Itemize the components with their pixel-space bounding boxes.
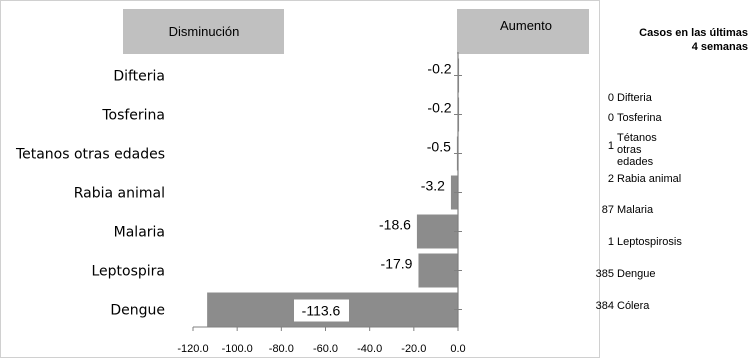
case-count: 385 — [595, 268, 614, 280]
case-count: 1 — [607, 236, 614, 248]
value-label: -0.5 — [427, 139, 451, 155]
case-disease-name: Rabia animal — [617, 173, 682, 185]
x-tick-label: -100.0 — [222, 343, 253, 355]
value-label: -3.2 — [421, 178, 445, 194]
category-label: Dengue — [110, 303, 165, 319]
case-disease-name: Leptospirosis — [617, 236, 682, 248]
value-label: -113.6 — [302, 303, 341, 319]
case-count: 1 — [607, 140, 614, 152]
case-count: 2 — [607, 173, 614, 185]
category-label: Malaria — [114, 225, 165, 241]
case-row: 0 Tosferina — [600, 112, 749, 142]
case-disease-name: Tosferina — [617, 112, 662, 124]
x-tick-label: -80.0 — [269, 343, 294, 355]
case-disease-name: Dengue — [617, 268, 656, 280]
x-tick-label: -60.0 — [313, 343, 338, 355]
cases-panel: Casos en las últimas 4 semanas 0 Difteria… — [596, 0, 749, 358]
x-tick-label: -20.0 — [401, 343, 426, 355]
case-row: 385 Dengue — [596, 268, 749, 298]
case-count: 0 — [607, 112, 614, 124]
case-disease-name: Malaria — [617, 204, 654, 216]
x-tick-label: -40.0 — [357, 343, 382, 355]
case-count: 0 — [607, 92, 614, 104]
category-label: Difteria — [113, 69, 165, 85]
case-disease-name: Tétanos otras edades — [617, 132, 657, 168]
case-count: 384 — [595, 300, 614, 312]
increase-header-label: Aumento — [500, 18, 552, 33]
bar — [416, 214, 458, 249]
x-tick-label: 0.0 — [450, 343, 465, 355]
case-row: 384 Cólera — [596, 300, 749, 330]
category-label: Leptospira — [91, 264, 165, 280]
value-label-box — [294, 299, 349, 322]
value-label: -0.2 — [427, 61, 451, 77]
case-row: 87 Malaria — [600, 204, 749, 234]
category-label: Tetanos otras edades — [15, 147, 165, 163]
case-row: 0 Difteria — [600, 92, 749, 122]
x-tick-label: -120.0 — [177, 343, 208, 355]
case-disease-name: Cólera — [617, 300, 650, 312]
category-label: Rabia animal — [74, 186, 165, 202]
case-disease-name: Difteria — [617, 92, 652, 104]
bar — [418, 253, 458, 288]
value-label: -0.2 — [427, 100, 451, 116]
value-label: -18.6 — [379, 217, 411, 233]
category-label: Tosferina — [101, 108, 165, 124]
bar-chart: Disminución Aumento Difteria -0.2 Tosferina… — [0, 0, 600, 358]
cases-panel-title: Casos en las últimas 4 semanas — [639, 27, 748, 53]
decrease-header-label: Disminución — [169, 24, 240, 39]
decrease-header-box — [123, 9, 284, 54]
case-count: 87 — [601, 204, 614, 216]
increase-header-box — [457, 9, 589, 54]
value-label: -17.9 — [381, 256, 413, 272]
case-row: 1 Tétanos otras edades — [600, 132, 749, 168]
case-row: 2 Rabia animal — [600, 173, 749, 203]
case-row: 1 Leptospirosis — [600, 236, 749, 266]
